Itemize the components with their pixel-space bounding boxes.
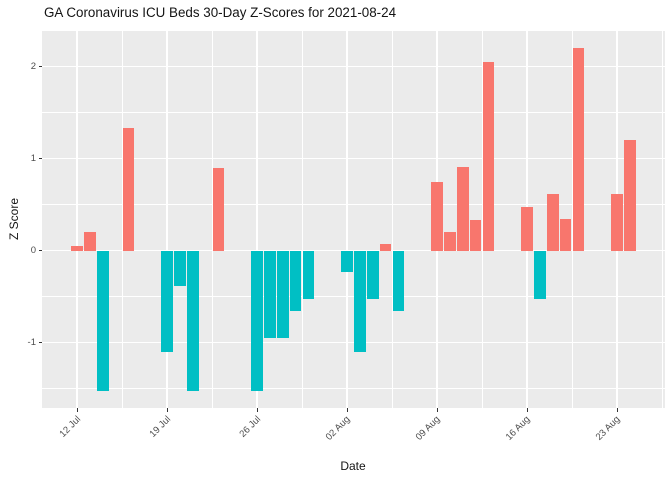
bar-2021-07-12: [71, 246, 83, 251]
minor-gridline-v: [571, 31, 573, 408]
x-axis-title: Date: [340, 459, 366, 473]
x-axis-tick: [256, 408, 258, 412]
y-axis-title: Z Score: [7, 197, 21, 241]
bar-2021-08-06: [392, 250, 405, 312]
minor-gridline-v: [391, 31, 393, 408]
x-tick-label: 19 Jul: [147, 414, 173, 440]
bar-2021-07-27: [264, 250, 276, 339]
bar-2021-07-23: [212, 167, 225, 251]
y-tick-label: -1: [27, 337, 36, 349]
bar-2021-08-24: [624, 140, 636, 251]
x-tick-label: 12 Jul: [57, 414, 83, 440]
minor-gridline-h: [42, 388, 665, 390]
bar-2021-07-29: [289, 250, 302, 312]
x-tick-label: 09 Aug: [414, 414, 443, 443]
bar-2021-07-16: [122, 128, 135, 251]
major-gridline-h: [42, 66, 665, 68]
x-tick-label: 23 Aug: [594, 414, 623, 443]
x-axis-tick: [436, 408, 438, 412]
bar-2021-08-13: [482, 62, 495, 251]
minor-gridline-v: [301, 31, 303, 408]
major-gridline-v: [346, 31, 348, 408]
major-gridline-v: [76, 31, 78, 408]
bar-2021-08-20: [572, 48, 585, 251]
bar-2021-08-16: [521, 207, 533, 251]
x-axis-tick: [616, 408, 618, 412]
bar-2021-08-03: [354, 250, 366, 352]
bar-2021-08-05: [379, 244, 392, 251]
minor-gridline-v: [121, 31, 123, 408]
major-gridline-v: [166, 31, 168, 408]
bar-2021-08-04: [366, 250, 379, 299]
x-tick-label: 16 Aug: [504, 414, 533, 443]
y-axis-tick: [38, 158, 42, 160]
bar-2021-08-09: [431, 181, 443, 251]
bar-2021-08-02: [341, 250, 353, 272]
y-axis-tick: [38, 66, 42, 68]
bar-2021-07-14: [96, 250, 109, 392]
plot-panel: [42, 31, 665, 408]
minor-gridline-v: [481, 31, 483, 408]
y-axis-tick: [38, 250, 42, 252]
x-axis-tick: [526, 408, 528, 412]
bar-2021-08-12: [469, 220, 482, 251]
y-tick-label: 0: [30, 245, 36, 257]
y-axis-tick: [38, 342, 42, 344]
bar-2021-08-11: [456, 166, 469, 251]
x-axis-tick: [346, 408, 348, 412]
bar-2021-08-18: [546, 193, 559, 251]
x-tick-label: 26 Jul: [237, 414, 263, 440]
bar-2021-07-13: [84, 232, 96, 251]
bar-2021-07-30: [302, 250, 315, 299]
minor-gridline-v: [211, 31, 213, 408]
minor-gridline-h: [42, 204, 665, 206]
major-gridline-h: [42, 342, 665, 344]
major-gridline-h: [42, 158, 665, 160]
bar-2021-08-19: [559, 219, 572, 251]
bar-2021-07-20: [174, 250, 186, 286]
x-axis-tick: [76, 408, 78, 412]
minor-gridline-v: [661, 31, 663, 408]
minor-gridline-h: [42, 296, 665, 298]
major-gridline-h: [42, 250, 665, 252]
y-tick-label: 2: [30, 61, 36, 73]
bar-2021-08-17: [534, 250, 546, 299]
bar-2021-08-10: [444, 232, 456, 251]
x-axis-tick: [166, 408, 168, 412]
x-tick-label: 02 Aug: [324, 414, 353, 443]
bar-2021-07-21: [186, 250, 199, 392]
bar-2021-07-19: [161, 250, 173, 352]
bar-2021-07-26: [251, 250, 263, 392]
chart-title: GA Coronavirus ICU Beds 30-Day Z-Scores …: [44, 5, 397, 20]
major-gridline-v: [256, 31, 258, 408]
bar-2021-07-28: [276, 250, 289, 339]
minor-gridline-h: [42, 112, 665, 114]
y-tick-label: 1: [30, 153, 36, 165]
bar-2021-08-23: [611, 193, 623, 251]
